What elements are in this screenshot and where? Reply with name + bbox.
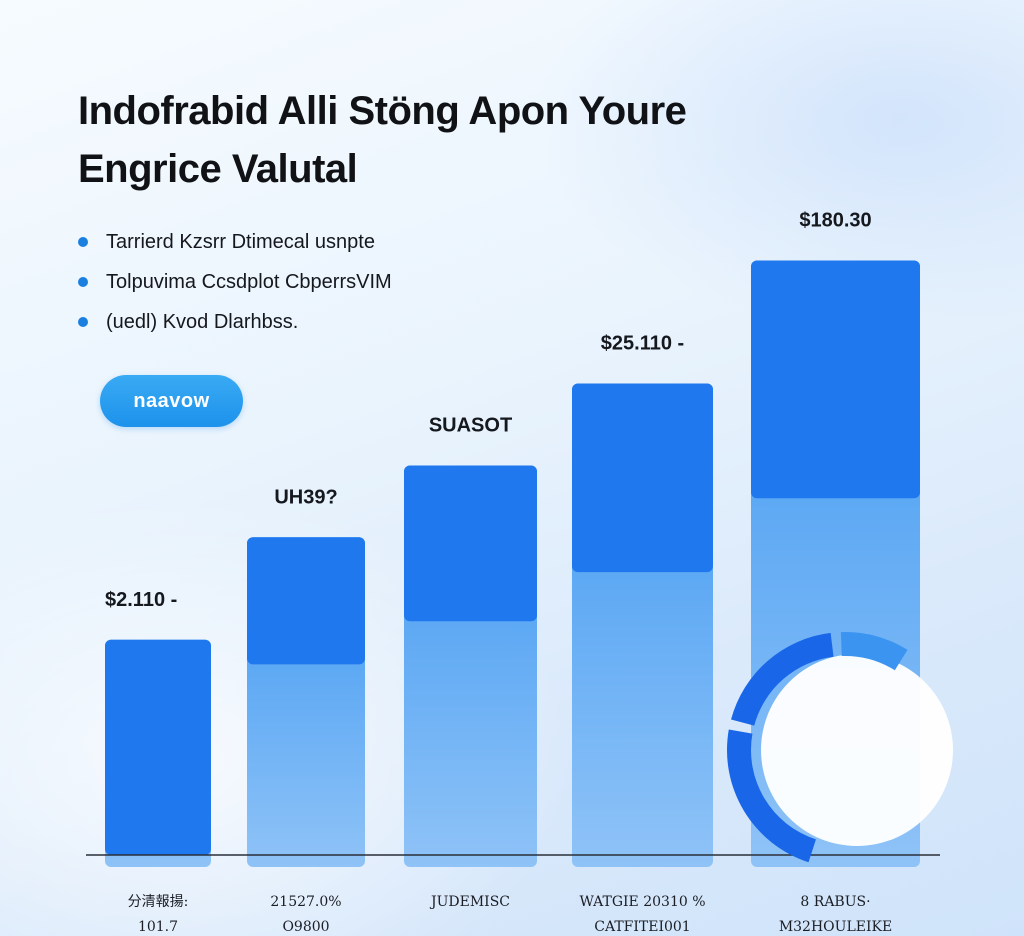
bar-top-segment: [572, 383, 713, 573]
bullet-dot-icon: [78, 237, 88, 247]
donut-segment: [840, 632, 908, 671]
feature-text: Tarrierd Kzsrr Dtimecal usnpte: [106, 230, 375, 253]
category-label: CATFITEI001: [594, 919, 690, 935]
feature-item: (uedl) Kvod Dlarhbss.: [78, 302, 392, 342]
bar-top-segment: [247, 537, 365, 665]
feature-list: Tarrierd Kzsrr Dtimecal usnpte Tolpuvima…: [78, 222, 392, 342]
category-label: O9800: [282, 919, 329, 935]
category-label: 101.7: [138, 919, 178, 935]
category-label: M32HOULEIKE: [779, 919, 892, 935]
category-label: JUDEMISC: [429, 894, 510, 910]
category-label: WATGIE 20310 %: [579, 894, 705, 910]
title-line-1: Indofrabid Alli Stöng Apon Youre: [78, 89, 687, 133]
title-line-2: Engrice Valutal: [78, 147, 358, 191]
bar-group: [404, 465, 537, 867]
category-label: 分清報揚:: [128, 893, 189, 910]
cta-button[interactable]: naavow: [100, 375, 243, 427]
value-label: $2.110 -: [105, 589, 177, 611]
category-label: 8 RABUS·: [800, 894, 870, 910]
bar-group: [105, 639, 211, 867]
bar-group: [572, 383, 713, 867]
value-label: SUASOT: [429, 415, 512, 437]
category-label: 21527.0%: [270, 894, 341, 910]
feature-text: (uedl) Kvod Dlarhbss.: [106, 310, 299, 333]
bar-top-segment: [751, 260, 920, 499]
feature-text: Tolpuvima Ccsdplot CbperrsVIM: [106, 270, 392, 293]
value-label: $25.110 -: [601, 333, 684, 355]
donut-backdrop: [761, 654, 953, 846]
donut-segment: [731, 632, 834, 726]
feature-item: Tarrierd Kzsrr Dtimecal usnpte: [78, 222, 392, 262]
bullet-dot-icon: [78, 277, 88, 287]
bar-top-segment: [105, 639, 211, 855]
bar-top-segment: [404, 465, 537, 622]
value-label: UH39?: [274, 486, 337, 508]
bar-group: [247, 537, 365, 867]
bullet-dot-icon: [78, 317, 88, 327]
donut-segment: [727, 729, 816, 863]
page-title: Indofrabid Alli Stöng Apon Youre Engrice…: [78, 82, 798, 198]
feature-item: Tolpuvima Ccsdplot CbperrsVIM: [78, 262, 392, 302]
value-label: $180.30: [799, 210, 871, 232]
